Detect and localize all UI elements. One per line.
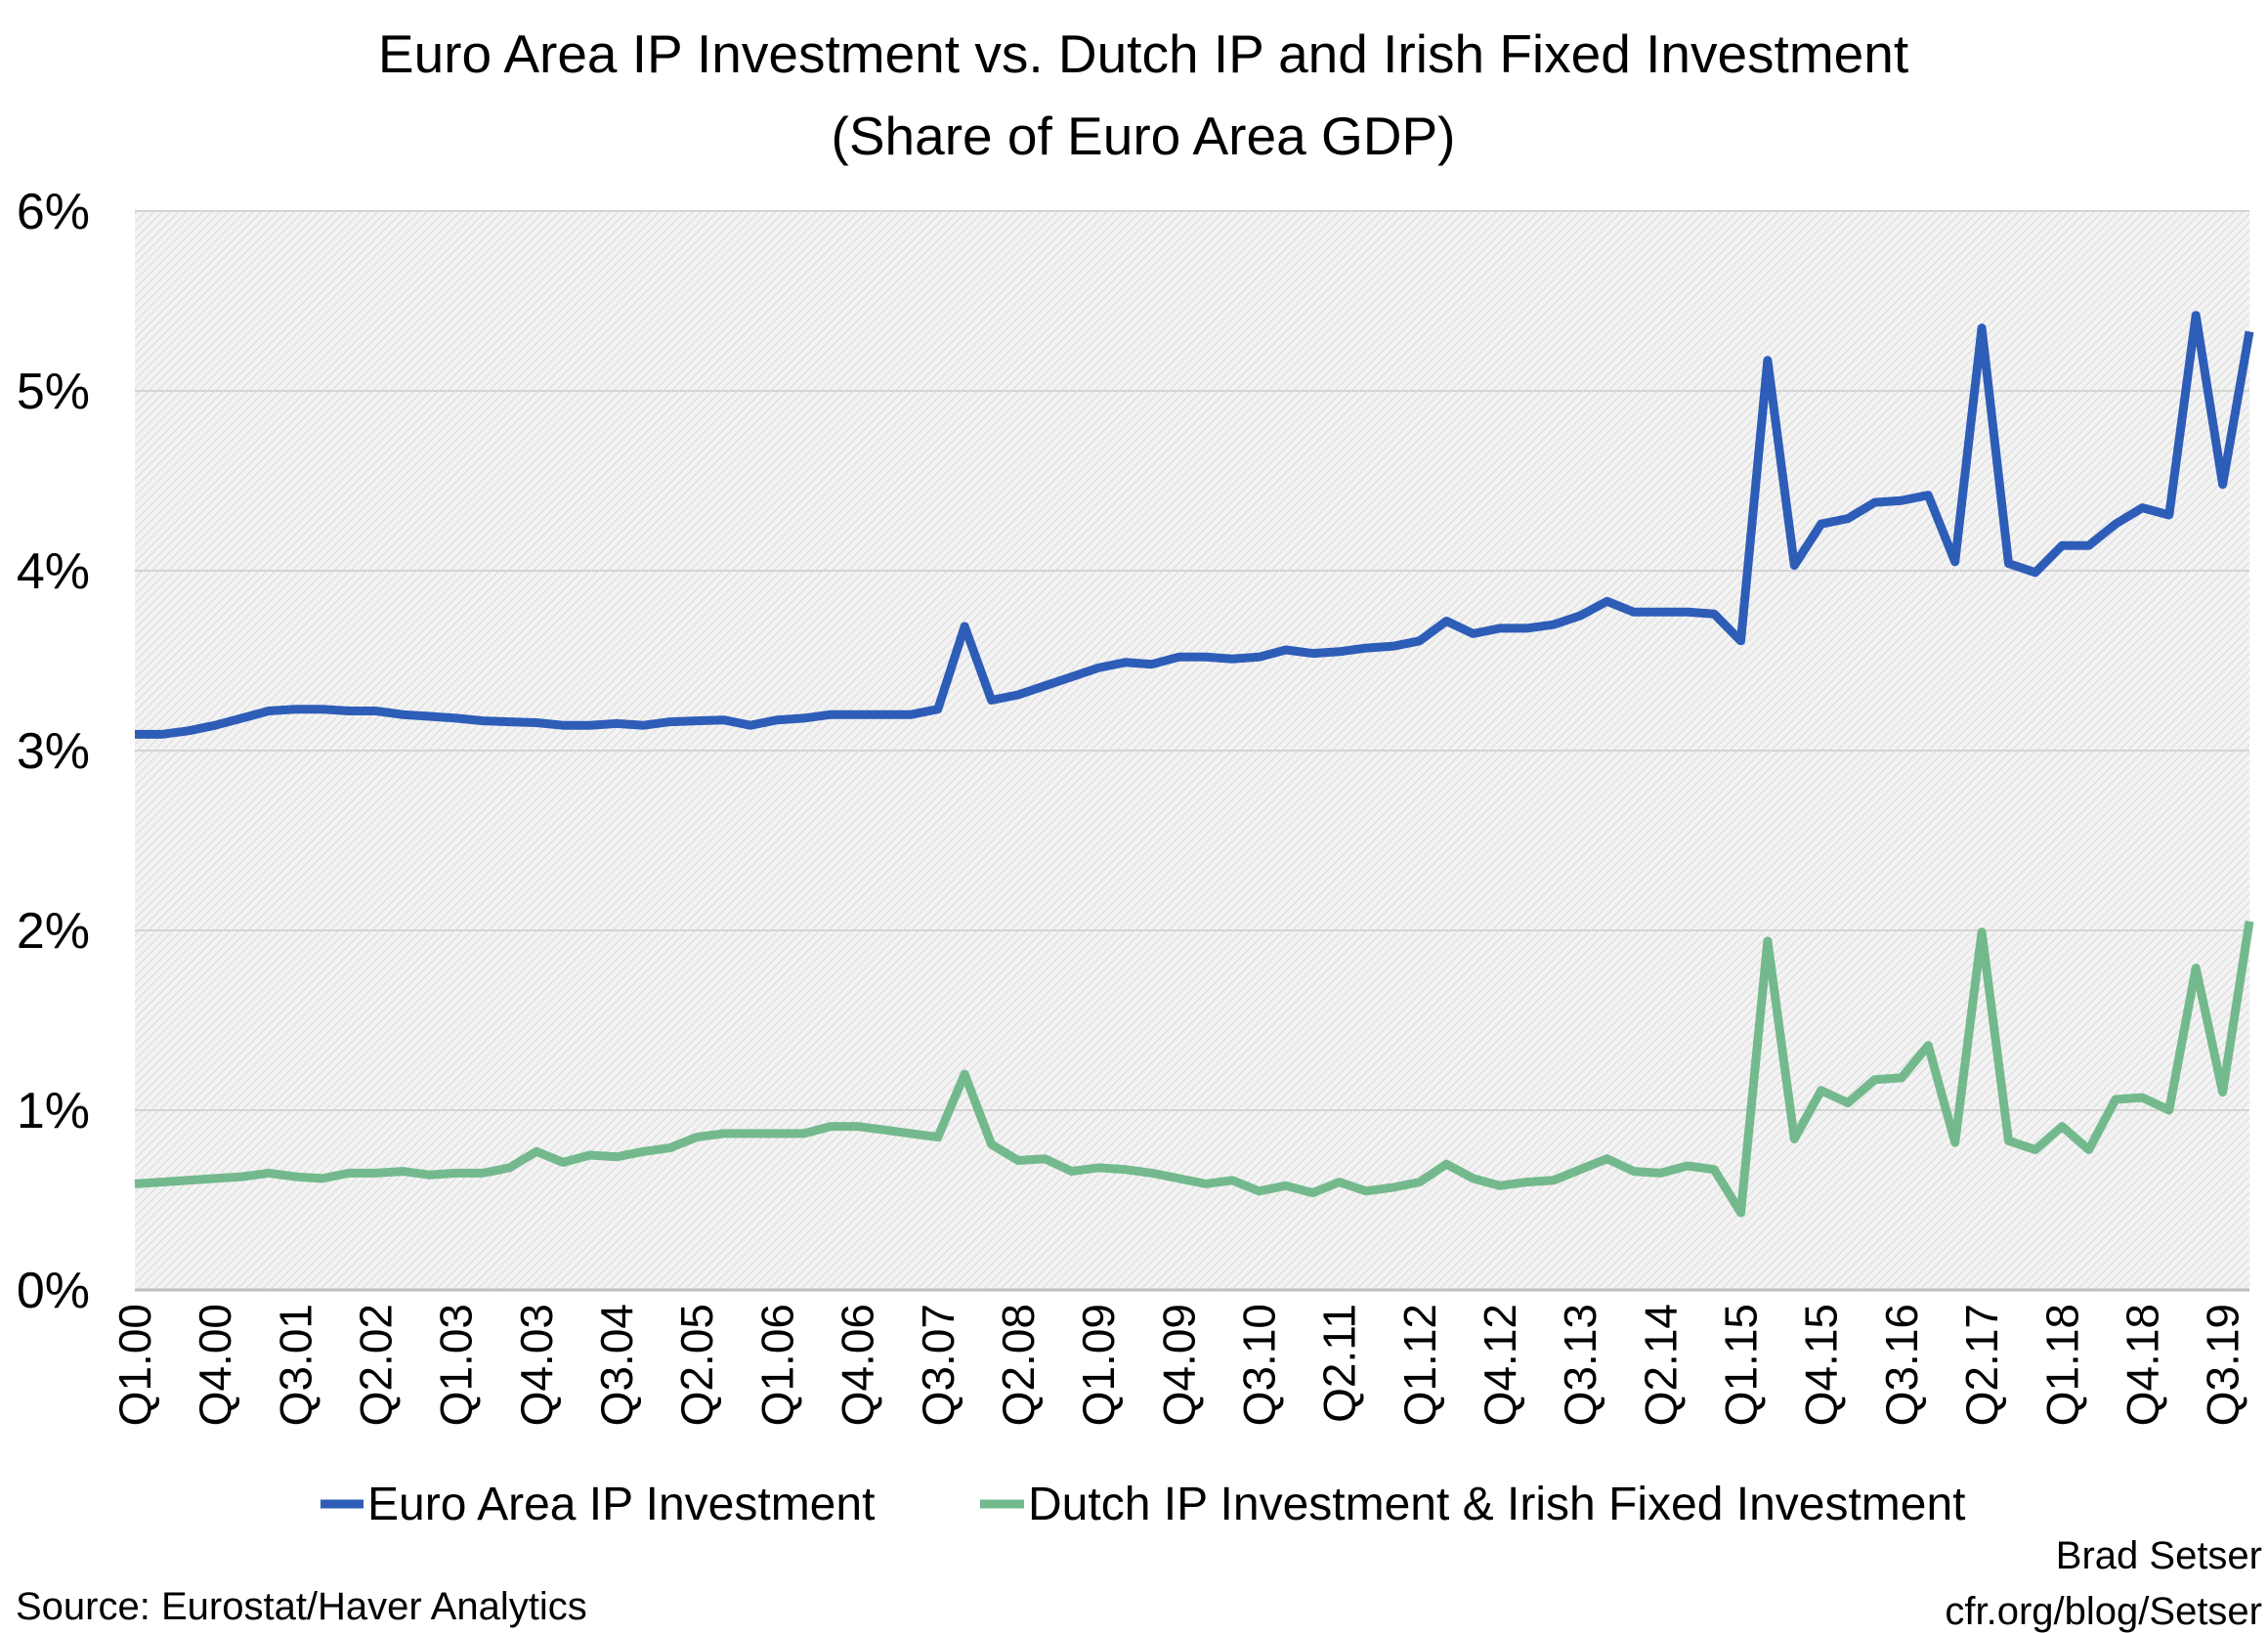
y-tick-label: 2% [17,903,90,960]
x-tick-label: Q3.13 [1555,1304,1605,1426]
x-tick-label: Q1.15 [1716,1304,1767,1426]
x-tick-label: Q2.14 [1635,1304,1686,1426]
author-site: cfr.org/blog/Setser [1945,1590,2262,1633]
chart-title: Euro Area IP Investment vs. Dutch IP and… [378,23,1908,84]
x-tick-label: Q2.17 [1956,1304,2007,1426]
legend-label-euro-area: Euro Area IP Investment [367,1479,875,1530]
x-tick-label: Q3.16 [1876,1304,1927,1426]
legend-label-dutch-irish: Dutch IP Investment & Irish Fixed Invest… [1028,1479,1966,1530]
series-line-dutch-irish [134,921,2254,1218]
x-tick-label: Q4.06 [833,1304,883,1426]
y-tick-label: 1% [17,1083,90,1139]
chart-subtitle: (Share of Euro Area GDP) [832,106,1456,166]
x-tick-label: Q2.05 [671,1304,722,1426]
x-tick-label: Q1.06 [751,1304,802,1426]
x-tick-label: Q4.03 [511,1304,562,1426]
x-tick-label: Q1.12 [1394,1304,1445,1426]
y-tick-label: 5% [17,364,90,420]
source-note: Source: Eurostat/Haver Analytics [16,1585,587,1628]
x-tick-label: Q2.08 [993,1304,1044,1426]
x-tick-label: Q3.10 [1233,1304,1284,1426]
y-tick-label: 4% [17,543,90,600]
x-tick-label: Q4.18 [2117,1304,2167,1426]
x-tick-label: Q1.03 [431,1304,482,1426]
x-tick-label: Q4.09 [1153,1304,1204,1426]
x-tick-label: Q2.02 [351,1304,402,1426]
x-tick-label: Q1.09 [1073,1304,1124,1426]
x-tick-label: Q3.07 [913,1304,963,1426]
y-tick-label: 0% [17,1263,90,1319]
x-tick-label: Q3.19 [2198,1304,2248,1426]
x-tick-label: Q2.11 [1314,1304,1365,1423]
legend: Euro Area IP Investment Dutch IP Investm… [321,1479,1966,1530]
series-line-euro-area [135,311,2254,739]
x-tick-label: Q3.01 [270,1304,321,1426]
x-tick-label: Q4.15 [1796,1304,1847,1426]
x-tick-label: Q4.12 [1475,1304,1525,1426]
x-tick-label: Q4.00 [190,1304,240,1426]
author-credit: Brad Setser [2056,1534,2262,1577]
x-tick-label: Q1.00 [109,1304,160,1426]
y-tick-label: 3% [17,723,90,780]
x-tick-label: Q1.18 [2036,1304,2087,1426]
y-tick-label: 6% [17,184,90,240]
x-tick-label: Q3.04 [591,1304,642,1426]
